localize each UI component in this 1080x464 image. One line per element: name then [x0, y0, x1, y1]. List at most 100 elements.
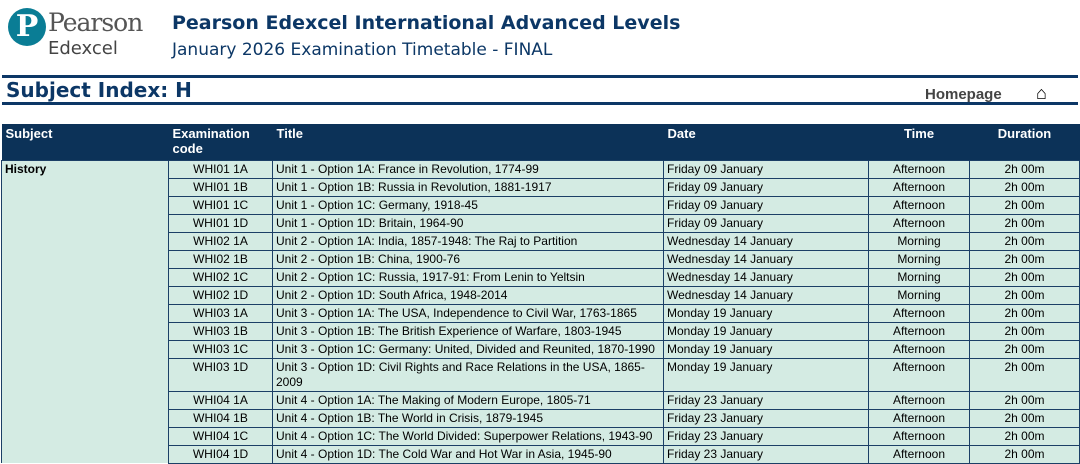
time-cell: Morning — [868, 231, 970, 251]
date-cell: Friday 23 January — [663, 426, 869, 446]
table-row: WHI01 1B Unit 1 - Option 1B: Russia in Re… — [2, 177, 1080, 197]
column-header: Examination code — [168, 124, 273, 160]
title-cell: Unit 1 - Option 1A: France in Revolution… — [272, 159, 664, 179]
time-cell: Morning — [868, 285, 970, 305]
table-row: History WHI01 1A Unit 1 - Option 1A: Franc… — [1, 159, 1080, 463]
home-icon[interactable]: ⌂ — [1036, 83, 1047, 103]
column-header: Time — [868, 124, 970, 160]
title-cell: Unit 4 - Option 1A: The Making of Modern… — [272, 390, 664, 410]
duration-cell: 2h 00m — [969, 408, 1080, 428]
table-row: WHI03 1D Unit 3 - Option 1D: Civil Rights… — [2, 357, 1080, 392]
title-cell: Unit 4 - Option 1B: The World in Crisis,… — [272, 408, 664, 428]
table-row: WHI04 1C Unit 4 - Option 1C: The World Di… — [2, 426, 1080, 446]
code-cell: WHI04 1B — [168, 408, 273, 428]
time-cell: Afternoon — [868, 357, 970, 392]
homepage-link[interactable]: Homepage — [925, 86, 1002, 103]
date-cell: Wednesday 14 January — [663, 231, 869, 251]
date-cell: Monday 19 January — [663, 339, 869, 359]
brand-subname: Edexcel — [48, 38, 118, 59]
title-cell: Unit 4 - Option 1D: The Cold War and Hot… — [272, 444, 664, 464]
time-cell: Morning — [868, 267, 970, 287]
duration-cell: 2h 00m — [969, 159, 1080, 179]
title-cell: Unit 4 - Option 1C: The World Divided: S… — [272, 426, 664, 446]
duration-cell: 2h 00m — [969, 339, 1080, 359]
page-subtitle: January 2026 Examination Timetable - FIN… — [172, 40, 553, 60]
date-cell: Friday 23 January — [663, 408, 869, 428]
title-cell: Unit 3 - Option 1C: Germany: United, Div… — [272, 339, 664, 359]
time-cell: Morning — [868, 249, 970, 269]
duration-cell: 2h 00m — [969, 195, 1080, 215]
code-cell: WHI01 1C — [168, 195, 273, 215]
time-cell: Afternoon — [868, 426, 970, 446]
time-cell: Afternoon — [868, 390, 970, 410]
time-cell: Afternoon — [868, 159, 970, 179]
title-cell: Unit 2 - Option 1D: South Africa, 1948-2… — [272, 285, 664, 305]
time-cell: Afternoon — [868, 321, 970, 341]
date-cell: Monday 19 January — [663, 321, 869, 341]
column-header: Subject — [1, 124, 169, 160]
time-cell: Afternoon — [868, 408, 970, 428]
code-cell: WHI03 1B — [168, 321, 273, 341]
duration-cell: 2h 00m — [969, 426, 1080, 446]
table-row: WHI02 1B Unit 2 - Option 1B: China, 1900-… — [2, 249, 1080, 269]
table-row: WHI03 1C Unit 3 - Option 1C: Germany: Uni… — [2, 339, 1080, 359]
code-cell: WHI02 1B — [168, 249, 273, 269]
time-cell: Afternoon — [868, 213, 970, 233]
title-cell: Unit 2 - Option 1C: Russia, 1917-91: Fro… — [272, 267, 664, 287]
table-row: WHI04 1A Unit 4 - Option 1A: The Making o… — [2, 390, 1080, 410]
code-cell: WHI03 1A — [168, 303, 273, 323]
brand-name: Pearson — [48, 8, 143, 37]
duration-cell: 2h 00m — [969, 390, 1080, 410]
title-cell: Unit 2 - Option 1A: India, 1857-1948: Th… — [272, 231, 664, 251]
code-cell: WHI01 1B — [168, 177, 273, 197]
table-row: WHI03 1A Unit 3 - Option 1A: The USA, Ind… — [2, 303, 1080, 323]
code-cell: WHI03 1C — [168, 339, 273, 359]
date-cell: Friday 09 January — [663, 213, 869, 233]
table-row: WHI03 1B Unit 3 - Option 1B: The British … — [2, 321, 1080, 341]
time-cell: Afternoon — [868, 195, 970, 215]
duration-cell: 2h 00m — [969, 231, 1080, 251]
subject-index-title: Subject Index: H — [6, 78, 192, 102]
title-cell: Unit 2 - Option 1B: China, 1900-76 — [272, 249, 664, 269]
date-cell: Wednesday 14 January — [663, 285, 869, 305]
date-cell: Friday 23 January — [663, 444, 869, 464]
code-cell: WHI01 1A — [168, 159, 273, 179]
title-cell: Unit 3 - Option 1B: The British Experien… — [272, 321, 664, 341]
time-cell: Afternoon — [868, 444, 970, 464]
page-title: Pearson Edexcel International Advanced L… — [172, 12, 681, 34]
date-cell: Wednesday 14 January — [663, 267, 869, 287]
table-row: WHI02 1D Unit 2 - Option 1D: South Africa… — [2, 285, 1080, 305]
table-row: WHI02 1C Unit 2 - Option 1C: Russia, 1917… — [2, 267, 1080, 287]
time-cell: Afternoon — [868, 303, 970, 323]
table-row: WHI02 1A Unit 2 - Option 1A: India, 1857-… — [2, 231, 1080, 251]
code-cell: WHI02 1C — [168, 267, 273, 287]
code-cell: WHI04 1A — [168, 390, 273, 410]
duration-cell: 2h 00m — [969, 285, 1080, 305]
pearson-logo-icon: P — [8, 8, 46, 46]
code-cell: WHI04 1C — [168, 426, 273, 446]
time-cell: Afternoon — [868, 177, 970, 197]
title-cell: Unit 3 - Option 1A: The USA, Independenc… — [272, 303, 664, 323]
code-cell: WHI03 1D — [168, 357, 273, 392]
duration-cell: 2h 00m — [969, 249, 1080, 269]
duration-cell: 2h 00m — [969, 357, 1080, 392]
duration-cell: 2h 00m — [969, 177, 1080, 197]
subject-cell: History — [1, 159, 169, 463]
date-cell: Friday 09 January — [663, 159, 869, 179]
timetable: Subject Examination code Title Date Time Dura… — [1, 124, 1080, 464]
title-cell: Unit 1 - Option 1B: Russia in Revolution… — [272, 177, 664, 197]
date-cell: Friday 09 January — [663, 177, 869, 197]
duration-cell: 2h 00m — [969, 213, 1080, 233]
duration-cell: 2h 00m — [969, 267, 1080, 287]
table-row: WHI01 1D Unit 1 - Option 1D: Britain, 196… — [2, 213, 1080, 233]
date-cell: Monday 19 January — [663, 357, 869, 392]
duration-cell: 2h 00m — [969, 303, 1080, 323]
code-cell: WHI02 1A — [168, 231, 273, 251]
title-cell: Unit 1 - Option 1C: Germany, 1918-45 — [272, 195, 664, 215]
time-cell: Afternoon — [868, 339, 970, 359]
code-cell: WHI02 1D — [168, 285, 273, 305]
duration-cell: 2h 00m — [969, 444, 1080, 464]
column-header: Date — [663, 124, 869, 160]
title-cell: Unit 3 - Option 1D: Civil Rights and Rac… — [272, 357, 664, 392]
code-cell: WHI04 1D — [168, 444, 273, 464]
